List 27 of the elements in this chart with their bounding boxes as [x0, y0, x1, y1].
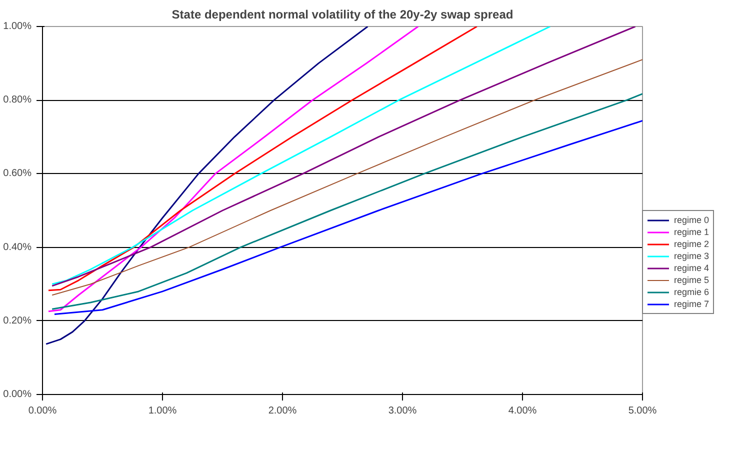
- line-series: [48, 26, 419, 312]
- legend-label: regime 1: [674, 227, 710, 237]
- y-tick-label: 0.40%: [3, 242, 32, 253]
- y-tick-label: 1.00%: [3, 21, 32, 32]
- x-tick-label: 5.00%: [628, 406, 657, 416]
- legend-label: regime 5: [674, 275, 710, 285]
- line-series: [51, 26, 636, 287]
- legend-label: regime 4: [674, 263, 710, 273]
- y-tick-label: 0.60%: [3, 168, 32, 180]
- line-series: [48, 26, 478, 292]
- chart-title: State dependent normal volatility of the 20y-2y swap spread: [172, 8, 514, 22]
- x-tick-label: 1.00%: [148, 406, 177, 416]
- x-tick-label: 2.00%: [268, 406, 297, 416]
- line-series: [51, 26, 551, 285]
- y-tick-label: 0.80%: [3, 94, 32, 106]
- x-tick-label: 4.00%: [508, 406, 537, 416]
- legend-label: regime 0: [674, 215, 710, 225]
- legend-label: regime 3: [674, 251, 710, 261]
- legend-label: regmie 6: [674, 287, 710, 297]
- line-series: [52, 59, 642, 296]
- line-series: [45, 26, 368, 345]
- legend-label: regime 2: [674, 239, 710, 249]
- legend-label: regime 7: [674, 299, 710, 309]
- x-tick-label: 0.00%: [28, 406, 57, 416]
- y-tick-label: 0.20%: [3, 315, 32, 326]
- x-tick-label: 3.00%: [388, 406, 417, 416]
- y-tick-label: 0.00%: [3, 389, 32, 400]
